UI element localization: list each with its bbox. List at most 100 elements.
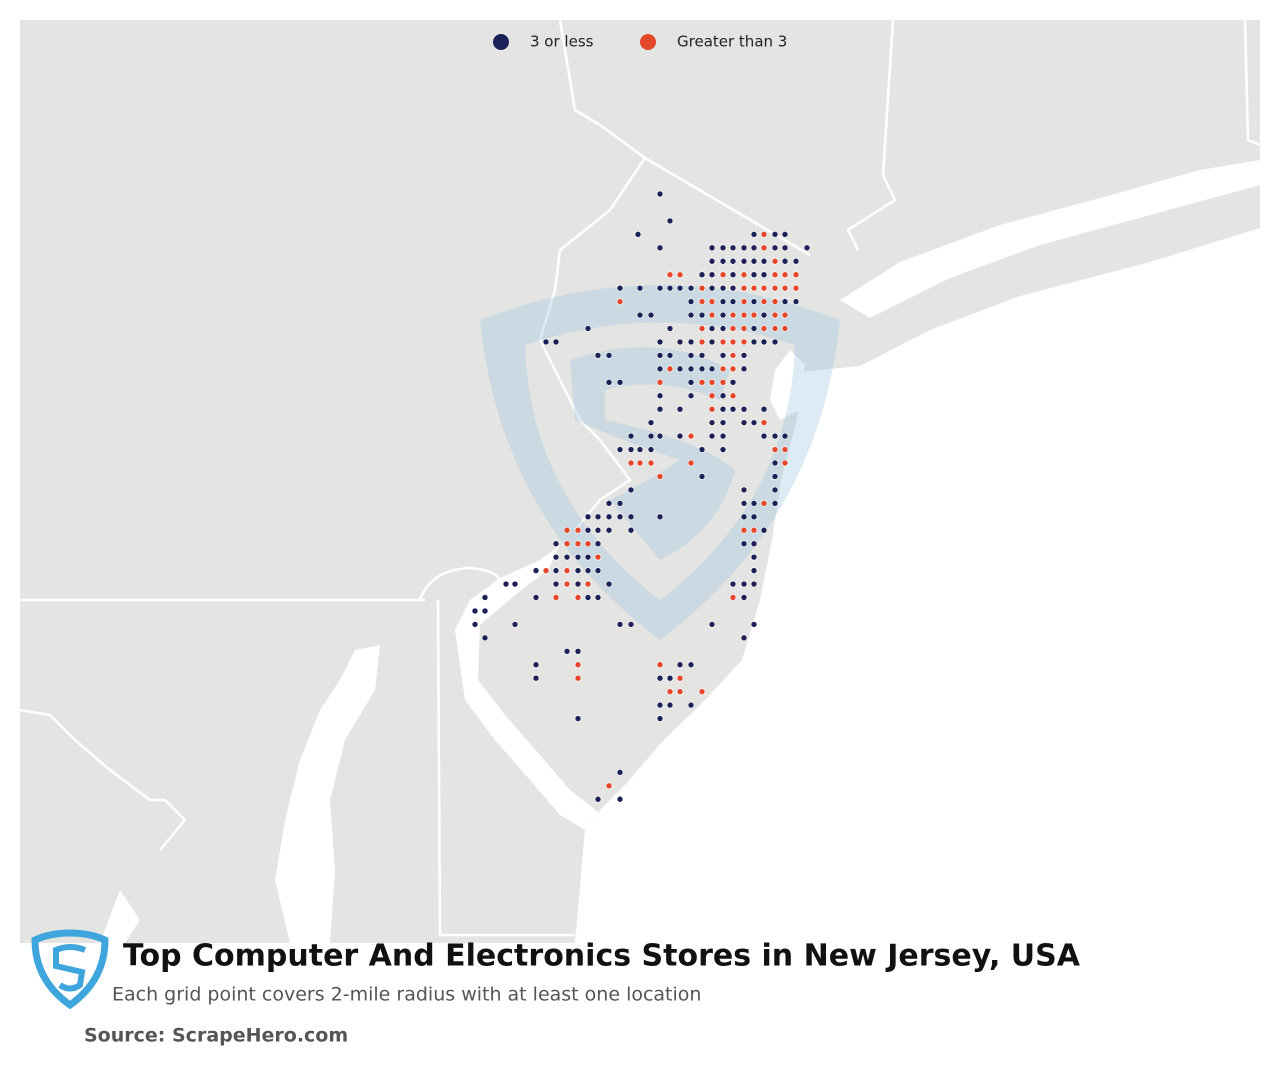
grid-point: [532, 674, 540, 682]
grid-point: [605, 500, 613, 507]
grid-point: [563, 526, 571, 534]
grid-point: [647, 459, 655, 467]
grid-point: [740, 244, 748, 252]
grid-point: [771, 284, 779, 292]
grid-point: [760, 311, 768, 319]
grid-point: [687, 432, 695, 440]
grid-point: [760, 432, 768, 440]
grid-point: [781, 459, 789, 467]
grid-point: [698, 446, 706, 453]
grid-point: [719, 298, 727, 305]
grid-point: [750, 621, 758, 628]
grid-point: [729, 244, 737, 252]
grid-point: [792, 298, 800, 305]
grid-point: [698, 284, 706, 292]
grid-point: [719, 338, 727, 346]
grid-point: [481, 634, 489, 642]
grid-point: [771, 231, 779, 238]
grid-point: [740, 580, 748, 588]
grid-point: [634, 231, 642, 238]
grid-point: [605, 526, 613, 534]
grid-point: [656, 392, 664, 400]
grid-point: [729, 594, 737, 601]
grid-point: [574, 674, 582, 682]
grid-point: [594, 553, 602, 561]
grid-point: [605, 580, 613, 588]
grid-point: [616, 500, 624, 507]
grid-point: [729, 580, 737, 588]
grid-point: [574, 567, 582, 574]
grid-point: [740, 486, 748, 494]
grid-point: [532, 661, 540, 669]
grid-point: [666, 352, 674, 359]
grid-point: [781, 257, 789, 265]
grid-point: [760, 298, 768, 305]
grid-point: [760, 405, 768, 413]
grid-point: [740, 500, 748, 507]
grid-point: [760, 419, 768, 426]
grid-point: [719, 419, 727, 426]
grid-point: [552, 567, 560, 574]
borders: [19, 19, 1261, 937]
grid-point: [750, 419, 758, 426]
grid-point: [740, 634, 748, 642]
grid-point: [511, 621, 519, 628]
watermark: [480, 285, 840, 640]
grid-point: [771, 459, 779, 467]
grid-point: [656, 674, 664, 682]
grid-point: [594, 795, 602, 803]
grid-point: [719, 405, 727, 413]
grid-point: [719, 271, 727, 279]
grid-point: [803, 244, 811, 252]
grid-point: [781, 231, 789, 238]
grid-point: [708, 244, 716, 252]
grid-point: [584, 325, 592, 332]
ocean: [575, 228, 1260, 943]
grid-point: [771, 432, 779, 440]
grid-point: [708, 621, 716, 628]
grid-point: [584, 513, 592, 521]
grid-point: [647, 311, 655, 319]
grid-point: [687, 459, 695, 467]
grid-point: [740, 365, 748, 373]
grid-point: [729, 325, 737, 332]
grid-point: [781, 298, 789, 305]
grid-point: [719, 365, 727, 373]
delaware-bay: [455, 545, 598, 830]
grid-point: [708, 271, 716, 279]
grid-point: [708, 311, 716, 319]
grid-point: [574, 715, 582, 722]
grid-point: [584, 567, 592, 574]
grid-point: [563, 647, 571, 655]
grid-point: [656, 513, 664, 521]
grid-point: [676, 338, 684, 346]
grid-point: [616, 298, 624, 305]
grid-point: [708, 432, 716, 440]
grid-point: [740, 594, 748, 601]
grid-point: [698, 311, 706, 319]
grid-point: [771, 325, 779, 332]
grid-point: [687, 392, 695, 400]
grid-point: [627, 486, 635, 494]
grid-point: [708, 378, 716, 386]
grid-point: [666, 365, 674, 373]
grid-point: [647, 419, 655, 426]
grid-point: [729, 392, 737, 400]
grid-point: [781, 284, 789, 292]
grid-point: [698, 365, 706, 373]
grid-point: [666, 674, 674, 682]
grid-point: [594, 513, 602, 521]
grid-point: [729, 338, 737, 346]
grid-point: [563, 540, 571, 548]
grid-point: [656, 365, 664, 373]
grid-point: [656, 432, 664, 440]
grid-point: [792, 257, 800, 265]
grid-point: [708, 365, 716, 373]
grid-point: [647, 432, 655, 440]
grid-point: [781, 446, 789, 453]
grid-point: [698, 378, 706, 386]
grid-point: [656, 473, 664, 480]
grid-point: [698, 325, 706, 332]
grid-point: [627, 513, 635, 521]
